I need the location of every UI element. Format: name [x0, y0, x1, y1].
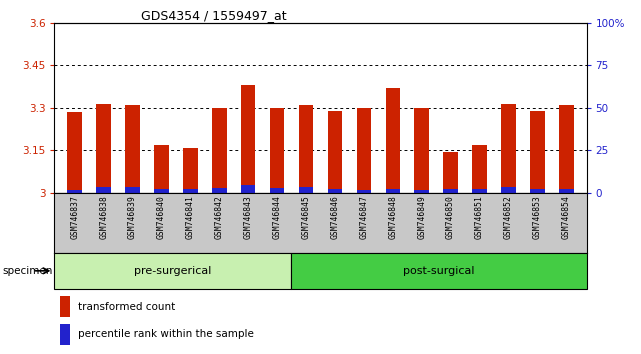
Bar — [415, 108, 429, 193]
Bar — [299, 105, 313, 193]
Bar — [54, 253, 291, 289]
Bar — [444, 189, 458, 193]
Bar — [96, 104, 111, 193]
Bar — [212, 108, 226, 193]
Text: GSM746849: GSM746849 — [417, 195, 426, 239]
Bar — [270, 108, 285, 193]
Bar — [291, 253, 587, 289]
Text: GSM746848: GSM746848 — [388, 195, 397, 239]
Bar — [299, 187, 313, 193]
Bar — [67, 189, 82, 193]
Bar — [385, 88, 400, 193]
Bar — [270, 188, 285, 193]
Bar — [415, 189, 429, 193]
Text: GSM746854: GSM746854 — [562, 195, 570, 239]
Bar — [356, 108, 371, 193]
Text: GDS4354 / 1559497_at: GDS4354 / 1559497_at — [141, 9, 287, 22]
Bar — [96, 187, 111, 193]
Text: GSM746843: GSM746843 — [244, 195, 253, 239]
Text: GSM746846: GSM746846 — [331, 195, 340, 239]
Bar — [559, 189, 574, 193]
Bar — [472, 189, 487, 193]
Bar — [356, 189, 371, 193]
Text: GSM746837: GSM746837 — [71, 195, 79, 239]
Bar — [154, 189, 169, 193]
Text: GSM746842: GSM746842 — [215, 195, 224, 239]
Bar — [241, 185, 256, 193]
Bar — [501, 104, 515, 193]
Text: transformed count: transformed count — [78, 302, 176, 312]
Text: GSM746838: GSM746838 — [99, 195, 108, 239]
Text: GSM746839: GSM746839 — [128, 195, 137, 239]
Text: GSM746850: GSM746850 — [446, 195, 455, 239]
Bar — [183, 189, 197, 193]
Text: GSM746852: GSM746852 — [504, 195, 513, 239]
Bar — [183, 148, 197, 193]
Text: GSM746847: GSM746847 — [360, 195, 369, 239]
Bar — [328, 189, 342, 193]
Bar — [530, 111, 545, 193]
Bar — [241, 85, 256, 193]
Bar — [444, 152, 458, 193]
Text: percentile rank within the sample: percentile rank within the sample — [78, 329, 254, 339]
Text: specimen: specimen — [3, 266, 53, 276]
Bar — [501, 187, 515, 193]
Text: GSM746851: GSM746851 — [475, 195, 484, 239]
Bar — [126, 187, 140, 193]
Bar — [212, 188, 226, 193]
Bar — [154, 145, 169, 193]
Text: GSM746845: GSM746845 — [301, 195, 310, 239]
Text: post-surgical: post-surgical — [403, 266, 474, 276]
Bar — [60, 296, 71, 316]
Text: GSM746840: GSM746840 — [157, 195, 166, 239]
Text: GSM746844: GSM746844 — [272, 195, 281, 239]
Bar — [126, 105, 140, 193]
Bar — [328, 111, 342, 193]
Text: GSM746841: GSM746841 — [186, 195, 195, 239]
Text: GSM746853: GSM746853 — [533, 195, 542, 239]
Text: pre-surgerical: pre-surgerical — [134, 266, 212, 276]
Bar — [67, 112, 82, 193]
Bar — [385, 189, 400, 193]
Bar — [530, 189, 545, 193]
Bar — [472, 145, 487, 193]
Bar — [60, 324, 71, 345]
Bar — [559, 105, 574, 193]
